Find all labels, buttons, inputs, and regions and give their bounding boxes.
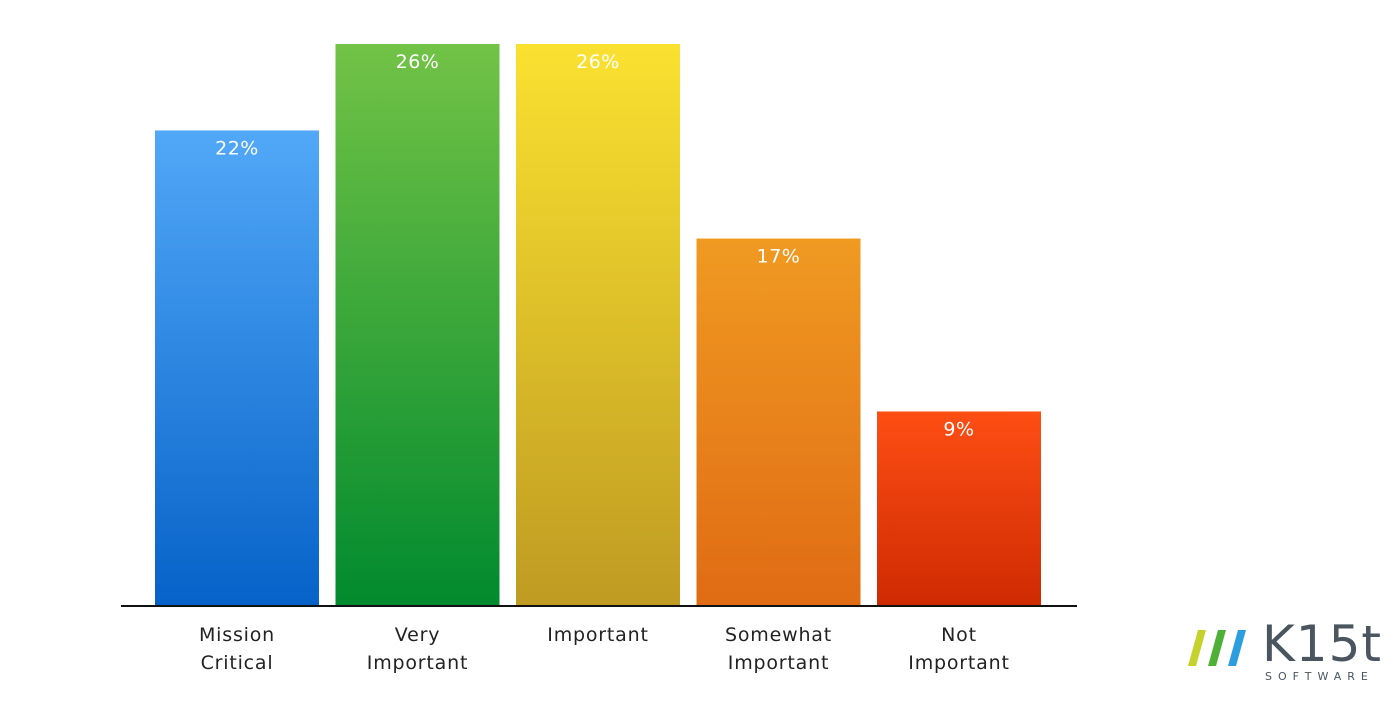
- category-label-0: Mission Critical: [199, 624, 275, 674]
- data-label-0: 22%: [215, 137, 259, 159]
- category-label-2: Important: [547, 624, 648, 646]
- category-label-4: Not Important: [908, 624, 1009, 674]
- category-label-1: Very Important: [367, 624, 468, 674]
- bar-0: [155, 130, 319, 606]
- bar-1: [335, 44, 500, 606]
- data-label-4: 9%: [943, 418, 974, 440]
- logo-subtitle: SOFTWARE: [1265, 670, 1374, 683]
- logo-stripes-icon: [1188, 630, 1246, 666]
- bar-2: [516, 44, 680, 606]
- bar-4: [877, 411, 1041, 606]
- logo-wordmark: K15t: [1262, 615, 1383, 673]
- data-label-1: 26%: [396, 51, 440, 73]
- data-label-2: 26%: [576, 51, 620, 73]
- category-label-3: Somewhat Important: [725, 624, 832, 674]
- data-label-3: 17%: [757, 246, 801, 268]
- company-logo: K15t SOFTWARE: [1188, 616, 1381, 686]
- bar-3: [696, 238, 861, 607]
